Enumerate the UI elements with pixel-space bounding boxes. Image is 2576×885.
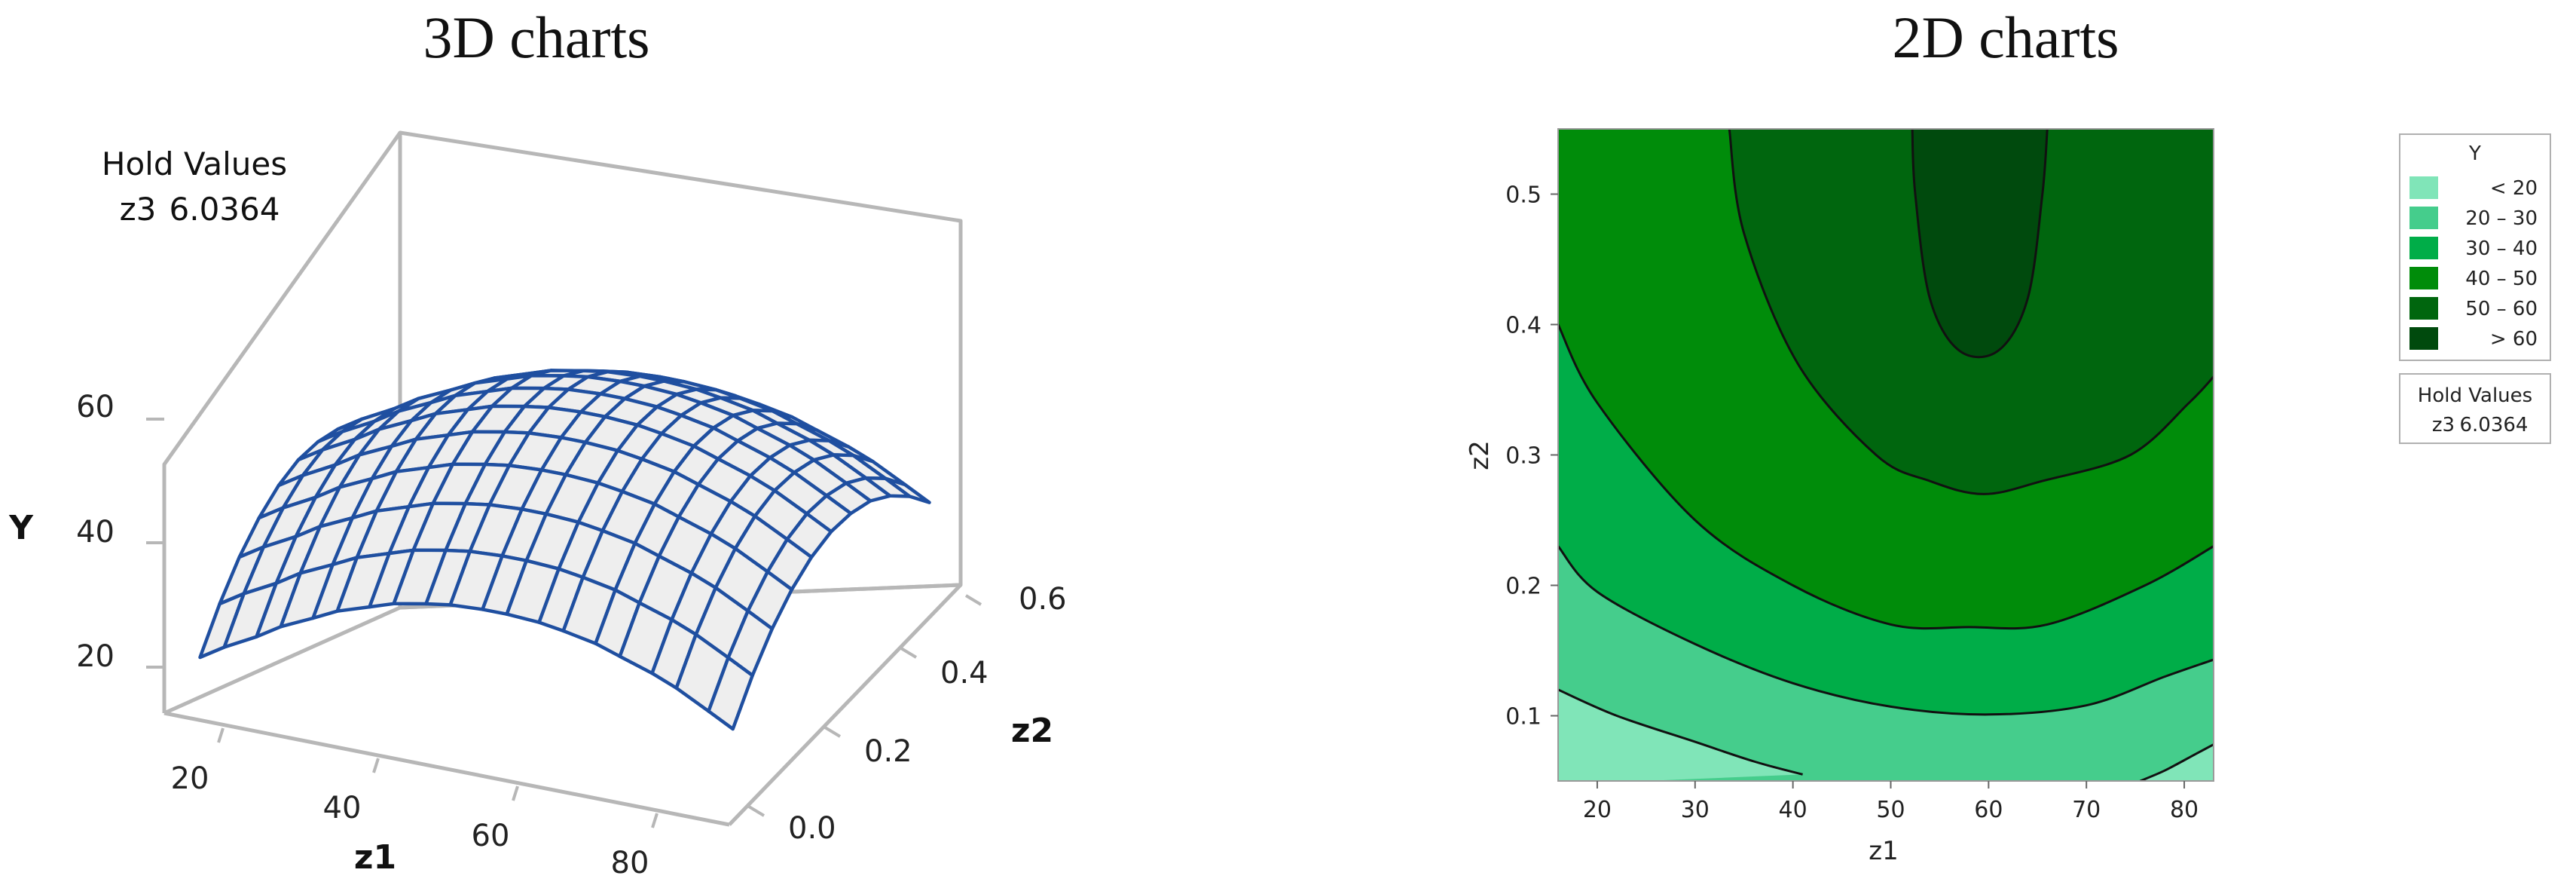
surface-mesh bbox=[198, 369, 931, 731]
z-tick-label: 60 bbox=[76, 390, 115, 424]
contour-chart-panel: 2D charts 20 30 40 50 60 70 800.10.20.30.40.5 … bbox=[1465, 5, 2551, 866]
contour-y-tick-label: 0.1 bbox=[1505, 704, 1542, 730]
x-tick-label: 40 bbox=[323, 791, 362, 825]
hold-values-value: 6.0364 bbox=[2460, 414, 2529, 436]
y-tick-label: 0.2 bbox=[864, 734, 912, 769]
hold-values-variable: z3 bbox=[2432, 414, 2455, 436]
legend-swatch bbox=[2409, 327, 2438, 350]
x-tick-label: 80 bbox=[611, 846, 649, 880]
contour-axes: 20 30 40 50 60 70 80 0.1 0.2 0.3 0.4 0.5 bbox=[1505, 182, 2199, 824]
contour-line-20 bbox=[1558, 688, 1803, 776]
y-tick-label: 0.6 bbox=[1019, 582, 1067, 617]
contour-line-50 bbox=[1728, 129, 2214, 495]
contour-y-tick-label: 0.3 bbox=[1505, 443, 1542, 470]
y-tick-mark-0.6 bbox=[964, 594, 982, 606]
surface-cell bbox=[707, 656, 754, 731]
contour-y-tick-label: 0.5 bbox=[1505, 182, 1542, 209]
contour-x-tick-label: 40 bbox=[1779, 797, 1807, 823]
legend-swatch bbox=[2409, 267, 2438, 289]
hold-values-variable: z3 bbox=[120, 191, 157, 228]
z-axis-ticks bbox=[146, 418, 164, 669]
y-tick-label: 0.4 bbox=[940, 656, 989, 691]
hold-values-title: Hold Values bbox=[102, 145, 287, 182]
x-axis-ticks bbox=[217, 727, 659, 828]
floor-edge-front bbox=[163, 711, 730, 827]
legend-swatch bbox=[2409, 176, 2438, 199]
y-axis-label: z2 bbox=[1011, 712, 1053, 750]
hold-values-value: 6.0364 bbox=[170, 191, 280, 228]
contour-x-tick-label: 70 bbox=[2072, 797, 2101, 823]
back-wall-edge-1 bbox=[162, 130, 402, 713]
legend-swatch bbox=[2409, 237, 2438, 259]
contour-line-30 bbox=[1558, 545, 2214, 716]
contour-hold-values-box: Hold Values z3 6.0364 bbox=[2399, 373, 2551, 444]
z-axis-label: Y bbox=[8, 509, 34, 547]
y-tick-mark-0.0 bbox=[747, 805, 765, 817]
contour-x-tick-label: 60 bbox=[1974, 797, 2003, 823]
x-axis-label: z1 bbox=[354, 838, 396, 877]
contour-filled-regions bbox=[1558, 129, 2214, 781]
legend-label: 40 – 50 bbox=[2465, 268, 2538, 290]
y-tick-mark-0.2 bbox=[824, 726, 842, 738]
legend-label: < 20 bbox=[2490, 177, 2538, 200]
legend-label: 50 – 60 bbox=[2465, 298, 2538, 320]
legend-label: > 60 bbox=[2490, 328, 2538, 351]
legend-items: < 20 20 – 30 30 – 40 40 – 50 50 – 60 > 60 bbox=[2409, 176, 2538, 351]
y-tick-label: 0.0 bbox=[788, 811, 836, 846]
y-tick-mark-0.4 bbox=[900, 647, 918, 659]
legend-title: Y bbox=[2468, 142, 2481, 165]
x-tick-label: 60 bbox=[472, 819, 510, 853]
floor-edge-right bbox=[728, 583, 962, 826]
contour-x-axis-label: z1 bbox=[1869, 836, 1898, 866]
z-tick-label: 40 bbox=[76, 515, 115, 550]
contour-y-axis-label: z2 bbox=[1465, 440, 1495, 470]
contour-x-tick-label: 80 bbox=[2170, 797, 2199, 823]
hold-values-title: Hold Values bbox=[2418, 384, 2532, 407]
contour-region-gt-60 bbox=[1912, 129, 2048, 357]
x-tick-mark-60 bbox=[512, 785, 519, 801]
contour-line-60 bbox=[1911, 129, 2049, 359]
contour-line-40 bbox=[1558, 323, 2214, 630]
contour-line-20 bbox=[2140, 743, 2214, 781]
x-tick-mark-80 bbox=[651, 813, 659, 828]
y-axis-ticks bbox=[747, 594, 982, 817]
z-tick-label: 20 bbox=[76, 639, 115, 674]
x-tick-mark-20 bbox=[217, 727, 225, 743]
surface-chart-panel: 3D charts 60 40 20 Y 20 40 60 bbox=[8, 5, 1067, 880]
hold-values-border bbox=[2399, 373, 2551, 444]
contour-chart-title: 2D charts bbox=[1892, 5, 2119, 70]
contour-legend: Y < 20 20 – 30 30 – 40 40 – 50 50 – 60 > 60 bbox=[2399, 133, 2551, 361]
legend-swatch bbox=[2409, 207, 2438, 229]
contour-region-lt-20 bbox=[2140, 744, 2214, 781]
contour-x-tick-label: 20 bbox=[1583, 797, 1612, 823]
contour-lines bbox=[1558, 129, 2214, 781]
x-tick-label: 20 bbox=[171, 761, 209, 796]
contour-x-tick-label: 30 bbox=[1681, 797, 1710, 823]
legend-label: 20 – 30 bbox=[2465, 207, 2538, 230]
contour-y-tick-label: 0.2 bbox=[1505, 574, 1542, 600]
contour-x-tick-label: 50 bbox=[1876, 797, 1905, 823]
contour-y-tick-label: 0.4 bbox=[1505, 313, 1542, 339]
surface-chart-title: 3D charts bbox=[423, 5, 649, 70]
legend-label: 30 – 40 bbox=[2465, 237, 2538, 260]
legend-swatch bbox=[2409, 297, 2438, 320]
x-tick-mark-40 bbox=[372, 758, 380, 773]
floor-edge-left bbox=[163, 605, 402, 715]
